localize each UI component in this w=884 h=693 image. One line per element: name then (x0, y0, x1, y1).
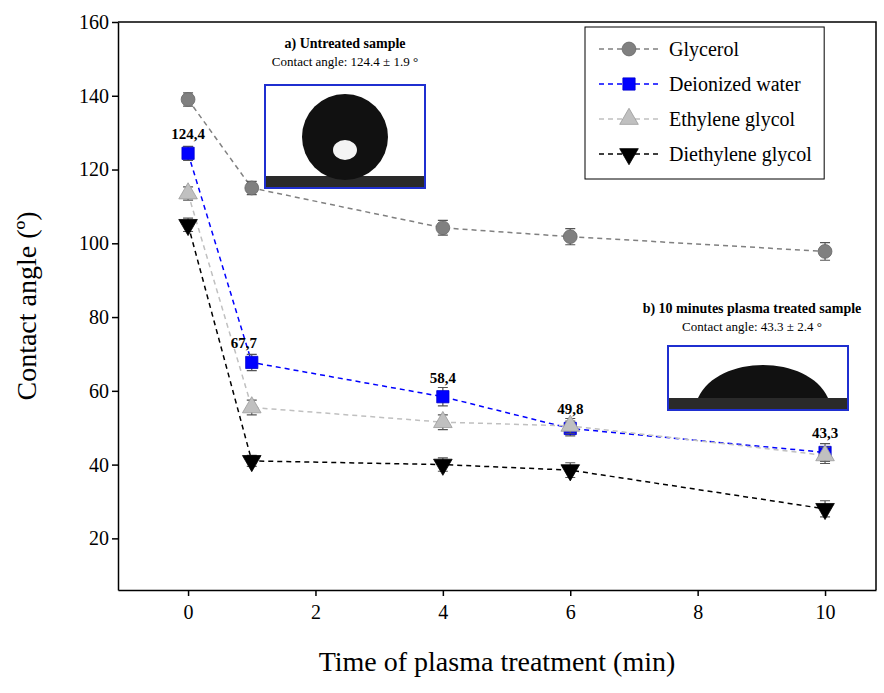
x-tick-label: 10 (816, 601, 836, 623)
y-tick-mark (112, 464, 118, 466)
x-tick-mark (315, 590, 317, 596)
legend-label: Diethylene glycol (669, 143, 812, 166)
y-tick: 80 (89, 306, 118, 328)
marker (816, 445, 835, 461)
marker (816, 503, 835, 519)
y-tick-label: 160 (79, 11, 109, 33)
x-axis-line (119, 590, 877, 592)
marker (561, 415, 580, 431)
legend-marker (623, 78, 635, 90)
data-label: 67,7 (231, 335, 258, 351)
x-tick: 10 (816, 590, 836, 623)
x-tick-mark (697, 590, 699, 596)
x-tick-label: 6 (566, 601, 576, 623)
y-tick-mark (112, 538, 118, 540)
annotation-text: Contact angle: 124.4 ± 1.9 ° (272, 54, 418, 69)
marker (242, 397, 261, 413)
legend: Glycerol Deionized water Ethylene glycol Di… (585, 27, 824, 179)
x-tick: 6 (566, 590, 576, 623)
x-tick-label: 4 (438, 601, 448, 623)
y-tick-mark (112, 243, 118, 245)
y-tick: 120 (79, 158, 118, 180)
y-tick-label: 120 (79, 158, 109, 180)
legend-marker (620, 108, 639, 124)
x-tick: 8 (693, 590, 703, 623)
inset-drop (302, 94, 388, 180)
marker (818, 245, 832, 259)
y-axis-line (118, 23, 120, 591)
legend-marker (620, 149, 639, 165)
x-axis-title: Time of plasma treatment (min) (319, 646, 676, 677)
y-tick: 100 (79, 232, 118, 254)
y-tick-mark (112, 169, 118, 171)
marker (437, 391, 449, 403)
annotation-title: b) 10 minutes plasma treated sample (643, 301, 862, 317)
marker (242, 456, 261, 472)
data-label: 43,3 (812, 425, 838, 441)
x-tick-mark (570, 590, 572, 596)
x-tick-mark (825, 590, 827, 596)
y-axis: 20 40 60 80 100 120 140 160 (79, 11, 119, 591)
marker (436, 221, 450, 235)
data-label: 58,4 (430, 370, 457, 386)
inset-frame (265, 85, 425, 188)
y-tick-mark (112, 22, 118, 24)
y-tick-mark (112, 317, 118, 319)
annotation: a) Untreated sample Contact angle: 124.4 … (265, 36, 425, 188)
annotation-title: a) Untreated sample (284, 36, 405, 52)
y-tick-mark (112, 391, 118, 393)
marker (434, 459, 453, 475)
y-tick: 40 (89, 453, 118, 475)
series-line (188, 194, 825, 456)
marker (246, 356, 258, 368)
series (179, 218, 835, 519)
inset-drop (698, 365, 828, 398)
y-tick-mark (112, 96, 118, 98)
marker (179, 183, 198, 199)
x-axis: 0 2 4 6 8 10 (119, 590, 877, 623)
legend-label: Deionized water (669, 73, 801, 95)
annotation-text: Contact angle: 43.3 ± 2.4 ° (682, 319, 822, 334)
legend-marker (622, 42, 636, 56)
legend-frame (585, 27, 824, 179)
y-tick-label: 20 (89, 527, 109, 549)
marker (179, 219, 198, 235)
marker (181, 93, 195, 107)
marker (561, 465, 580, 481)
y-tick-label: 140 (79, 85, 109, 107)
x-tick-mark (188, 590, 190, 596)
x-tick: 4 (438, 590, 448, 623)
series (179, 183, 835, 464)
data-label: 49,8 (557, 401, 583, 417)
annotation: b) 10 minutes plasma treated sample Conta… (643, 301, 862, 410)
legend-label: Glycerol (669, 38, 739, 61)
marker (434, 411, 453, 427)
y-tick-label: 100 (79, 232, 109, 254)
x-tick-label: 0 (184, 601, 194, 623)
y-tick-label: 60 (89, 380, 109, 402)
y-tick: 140 (79, 85, 118, 107)
marker (563, 230, 577, 244)
y-tick: 160 (79, 11, 118, 33)
x-tick: 0 (184, 590, 194, 623)
chart: 0 2 4 6 8 10 20 40 60 80 100 120 140 160 Time of plasm… (0, 0, 884, 693)
x-tick-mark (443, 590, 445, 596)
y-axis-title: Contact angle (º) (11, 211, 42, 400)
data-label: 124,4 (171, 126, 205, 142)
x-tick-label: 8 (693, 601, 703, 623)
y-tick-label: 80 (89, 306, 109, 328)
y-tick-label: 40 (89, 453, 109, 475)
inset-reflection (333, 140, 357, 160)
inset-frame (668, 346, 848, 410)
inset-substrate (669, 398, 847, 409)
y-tick: 20 (89, 527, 118, 549)
marker (182, 147, 194, 159)
legend-label: Ethylene glycol (669, 108, 796, 131)
x-tick: 2 (311, 590, 321, 623)
y-tick: 60 (89, 380, 118, 402)
x-tick-label: 2 (311, 601, 321, 623)
marker (245, 181, 259, 195)
plot-frame (118, 22, 876, 590)
